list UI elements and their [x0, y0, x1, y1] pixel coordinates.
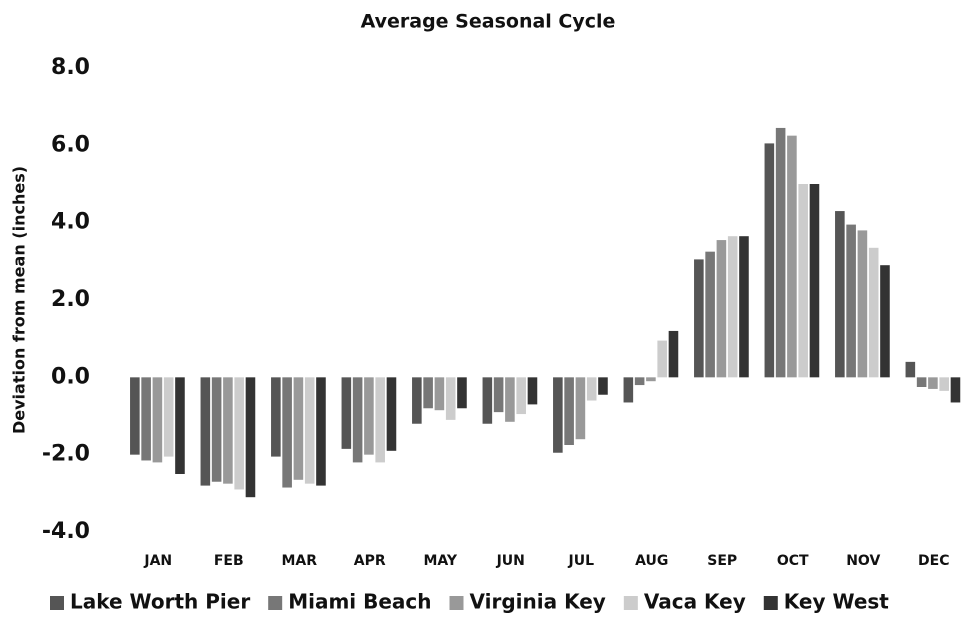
bar	[200, 377, 211, 486]
bar	[739, 236, 749, 378]
x-tick-label: APR	[354, 553, 386, 569]
bar	[516, 377, 526, 415]
bar	[423, 377, 433, 409]
bar	[163, 377, 174, 457]
bar	[175, 377, 185, 474]
x-tick-label: MAR	[281, 553, 317, 569]
y-tick-label: 0.0	[51, 364, 90, 389]
legend-swatch	[50, 596, 64, 610]
bar	[152, 377, 163, 463]
bar	[646, 377, 656, 382]
bar	[271, 377, 281, 457]
bar	[705, 251, 715, 378]
legend-label: Lake Worth Pier	[70, 590, 250, 614]
legend-label: Key West	[784, 590, 890, 614]
y-tick-label: -4.0	[42, 519, 90, 544]
legend-label: Vaca Key	[644, 590, 746, 614]
bar	[764, 143, 775, 378]
bar	[857, 230, 868, 378]
x-tick-label: JAN	[143, 553, 172, 569]
x-tick-label: JUL	[568, 553, 595, 569]
bar	[445, 377, 456, 420]
y-axis-label: Deviation from mean (inches)	[10, 166, 29, 434]
bar	[916, 377, 927, 387]
bar	[282, 377, 292, 488]
bar	[493, 377, 504, 413]
bar	[553, 377, 563, 453]
bar	[846, 224, 856, 378]
x-tick-label: JUN	[496, 553, 525, 569]
bar	[586, 377, 597, 401]
bar	[412, 377, 422, 424]
bar	[527, 377, 538, 405]
bar	[623, 377, 634, 403]
bar	[835, 211, 845, 378]
bar	[130, 377, 140, 455]
bar	[457, 377, 467, 409]
legend-swatch	[449, 596, 464, 610]
bar	[716, 240, 727, 378]
bar	[316, 377, 326, 486]
legend-label: Miami Beach	[288, 590, 431, 614]
x-tick-label: MAY	[423, 553, 457, 569]
bar	[364, 377, 374, 455]
x-tick-label: NOV	[846, 553, 880, 569]
bar	[809, 184, 820, 378]
x-tick-label: AUG	[635, 553, 668, 569]
legend-swatch	[763, 596, 778, 610]
bar	[950, 377, 961, 403]
bar	[245, 377, 256, 498]
bar	[341, 377, 352, 449]
bar	[798, 184, 808, 378]
bar	[598, 377, 608, 395]
bar	[505, 377, 515, 422]
legend-label: Virginia Key	[470, 590, 606, 614]
bar	[564, 377, 574, 445]
x-tick-label: FEB	[214, 553, 244, 569]
bar	[928, 377, 938, 389]
bar	[211, 377, 222, 482]
bar	[668, 330, 679, 378]
y-tick-label: 6.0	[51, 132, 90, 157]
bar	[234, 377, 244, 490]
bar	[775, 127, 786, 378]
bar	[787, 135, 797, 378]
bar	[657, 340, 667, 378]
chart-title: Average Seasonal Cycle	[361, 11, 616, 33]
bar	[304, 377, 315, 484]
bar	[575, 377, 586, 440]
y-tick-label: 2.0	[51, 287, 90, 312]
bar	[141, 377, 151, 461]
x-tick-label: DEC	[918, 553, 949, 569]
bar	[223, 377, 233, 484]
bar	[482, 377, 493, 424]
x-tick-label: SEP	[707, 553, 737, 569]
bar	[880, 265, 890, 378]
bar	[293, 377, 304, 480]
bar	[905, 361, 916, 378]
bar	[375, 377, 385, 463]
bar	[634, 377, 645, 386]
legend-swatch	[623, 596, 638, 610]
y-tick-label: 4.0	[51, 210, 90, 235]
bar	[727, 236, 738, 378]
bar	[939, 377, 949, 391]
legend-swatch	[268, 596, 283, 610]
y-tick-label: 8.0	[51, 55, 90, 80]
bar	[434, 377, 445, 411]
x-tick-label: OCT	[777, 553, 809, 569]
y-tick-label: -2.0	[42, 442, 90, 467]
bar	[352, 377, 363, 463]
bar	[868, 247, 879, 378]
bar	[694, 259, 704, 378]
bar	[386, 377, 397, 451]
